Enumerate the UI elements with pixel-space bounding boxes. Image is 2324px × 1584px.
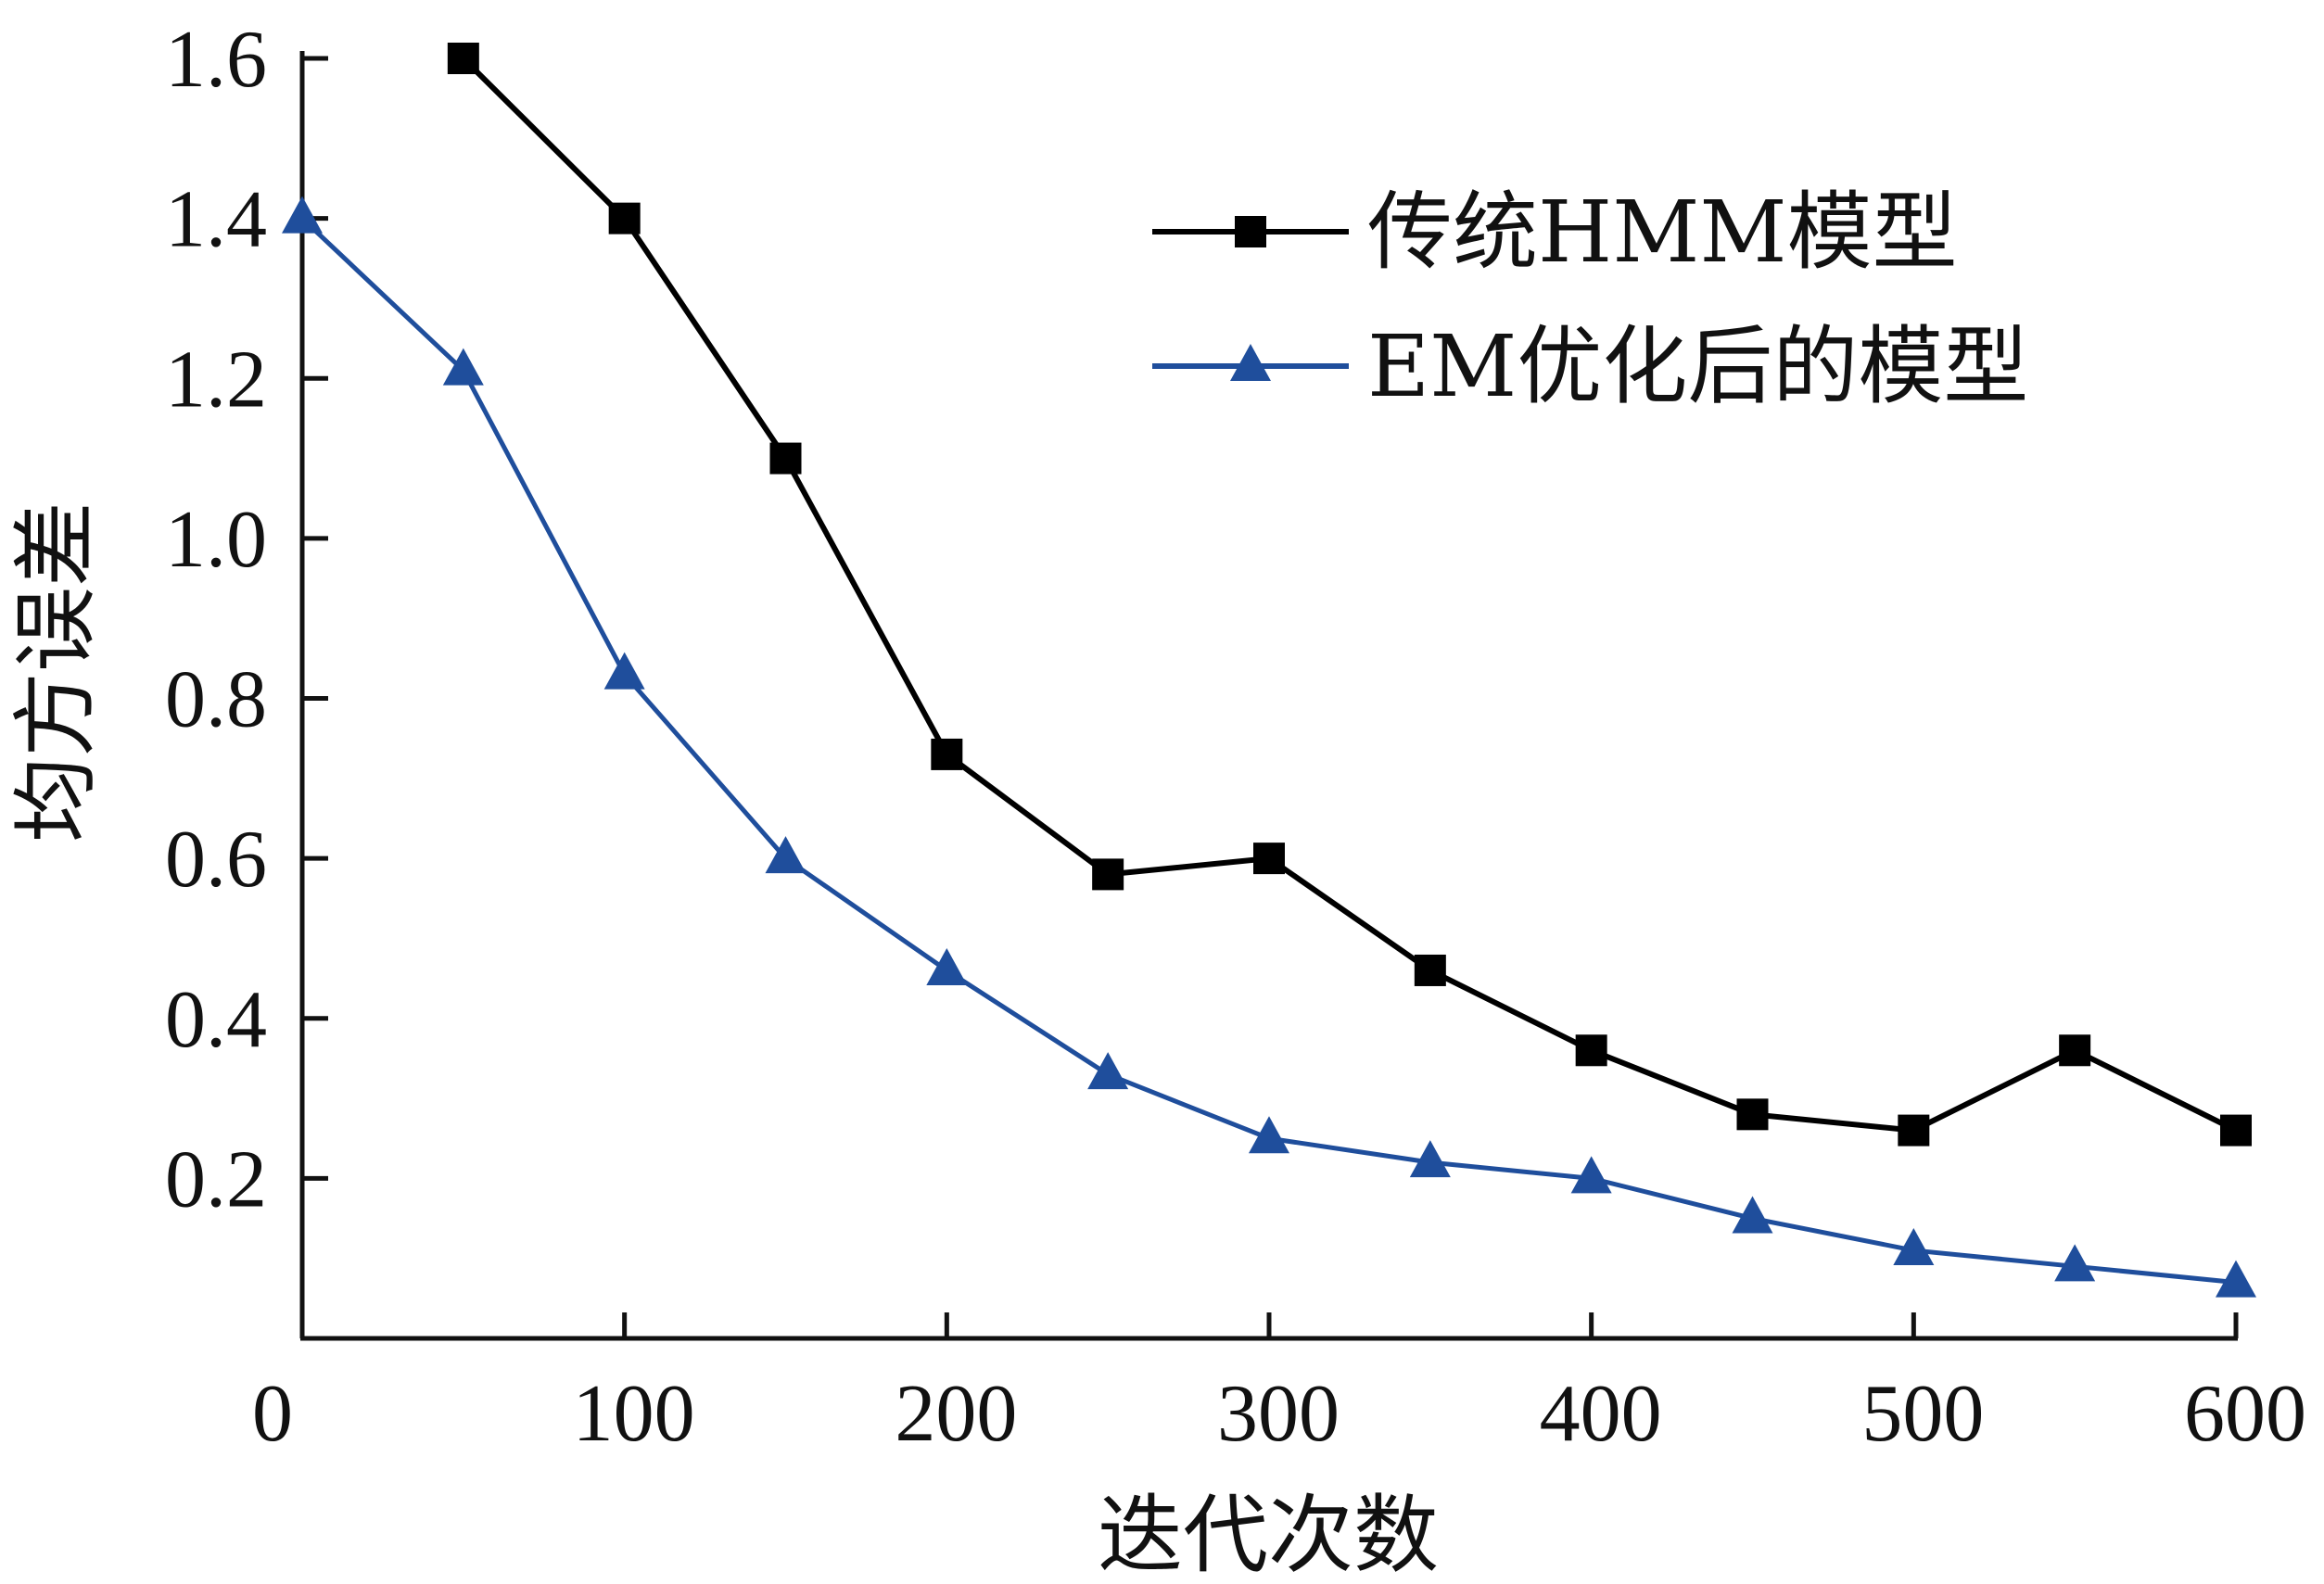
legend: 传统HMM模型 EM优化后的模型 — [1152, 183, 2028, 416]
y-tick-label: 0.8 — [165, 655, 267, 745]
data-point-square — [769, 442, 802, 475]
legend-label-2: EM优化后的模型 — [1367, 317, 2028, 416]
data-point-triangle — [1570, 1156, 1612, 1194]
data-point-square — [1898, 1114, 1930, 1147]
y-tick-label: 1.6 — [165, 15, 267, 105]
data-point-square — [2059, 1034, 2091, 1067]
x-tick-label: 200 — [895, 1369, 1017, 1459]
data-point-triangle — [442, 348, 484, 386]
y-tick-label: 1.4 — [165, 175, 267, 265]
x-tick-label: 600 — [2184, 1369, 2306, 1459]
y-tick-label: 1.0 — [165, 495, 267, 585]
data-point-triangle — [926, 947, 968, 985]
data-point-triangle — [1087, 1052, 1129, 1090]
data-point-square — [931, 738, 963, 770]
y-tick-label: 0.2 — [165, 1134, 267, 1224]
series-line-1 — [461, 56, 2238, 1134]
data-point-triangle — [2054, 1244, 2096, 1282]
data-point-triangle — [603, 652, 645, 690]
y-tick-label: 0.4 — [165, 975, 267, 1065]
data-point-triangle — [765, 836, 806, 874]
x-axis-title: 迭代次数 — [1098, 1486, 1439, 1584]
data-point-square — [608, 202, 641, 234]
data-point-square — [1092, 858, 1124, 891]
data-point-square — [1253, 843, 1285, 875]
data-point-triangle — [1249, 1116, 1289, 1154]
x-tick-label: 300 — [1217, 1369, 1340, 1459]
x-tick-label: 0 — [252, 1369, 293, 1459]
legend-marker-triangle — [1230, 344, 1271, 381]
data-point-square — [1575, 1034, 1607, 1067]
x-tick-label: 400 — [1540, 1369, 1662, 1459]
data-point-square — [447, 43, 479, 74]
legend-label-1: 传统HMM模型 — [1367, 183, 1958, 282]
y-tick-label: 0.6 — [165, 815, 267, 905]
legend-marker-square — [1235, 216, 1266, 247]
data-point-square — [2220, 1114, 2252, 1147]
axes: 0 100 200 300 400 500 600 0.2 0.4 0.6 0.8 1.0 1.2 1.4… — [165, 15, 2306, 1459]
data-point-triangle — [1893, 1228, 1935, 1266]
y-tick-label: 1.2 — [165, 335, 267, 425]
x-tick-label: 100 — [573, 1369, 695, 1459]
y-axis-title: 均方误差 — [6, 501, 106, 843]
data-point-square — [1736, 1098, 1769, 1131]
data-point-triangle — [2216, 1260, 2256, 1298]
data-point-triangle — [1732, 1196, 1773, 1234]
data-point-triangle — [282, 196, 323, 234]
plot-area — [282, 43, 2256, 1298]
data-point-square — [1414, 954, 1446, 986]
x-tick-label: 500 — [1861, 1369, 1984, 1459]
data-point-triangle — [1409, 1140, 1451, 1178]
